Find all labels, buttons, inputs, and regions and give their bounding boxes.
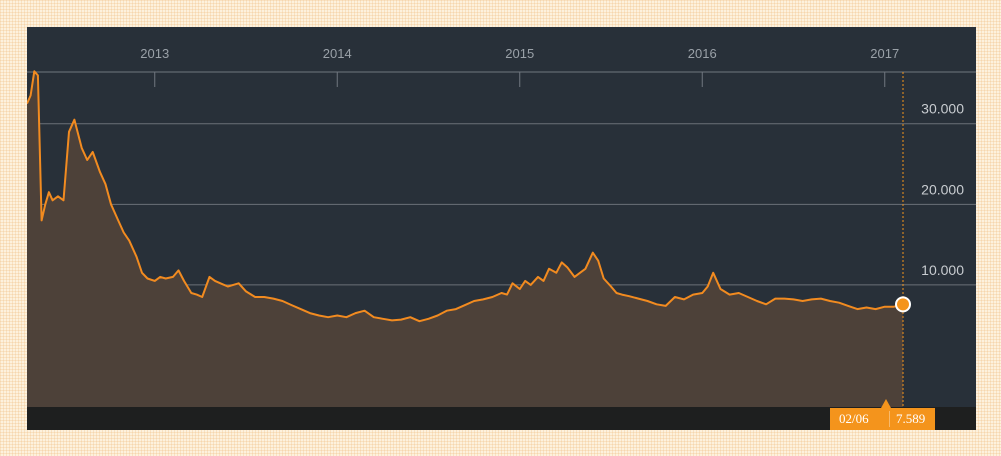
cursor-marker[interactable] <box>895 296 911 313</box>
series-line <box>27 70 904 323</box>
y-tick-label: 30.000 <box>921 101 964 117</box>
series-area <box>27 71 903 408</box>
x-tick-label: 2017 <box>870 46 899 61</box>
chart-frame: 10.000 20.000 30.000 2013 2014 2015 2016 2017 … <box>27 27 976 430</box>
x-tick-label: 2016 <box>688 46 717 61</box>
cursor-badge: 02/06 7.589 <box>830 408 935 430</box>
x-tick-label: 2015 <box>505 46 534 61</box>
x-tick-label: 2013 <box>140 46 169 61</box>
x-tick-label: 2014 <box>323 46 352 61</box>
cursor-caret <box>881 399 891 408</box>
price-chart[interactable]: 10.000 20.000 30.000 2013 2014 2015 2016 2017 <box>27 27 976 430</box>
y-tick-label: 10.000 <box>921 262 964 278</box>
cursor-date: 02/06 <box>839 411 869 426</box>
y-tick-label: 20.000 <box>921 181 964 197</box>
cursor-value: 7.589 <box>889 411 931 427</box>
timeline-strip[interactable] <box>27 407 976 430</box>
